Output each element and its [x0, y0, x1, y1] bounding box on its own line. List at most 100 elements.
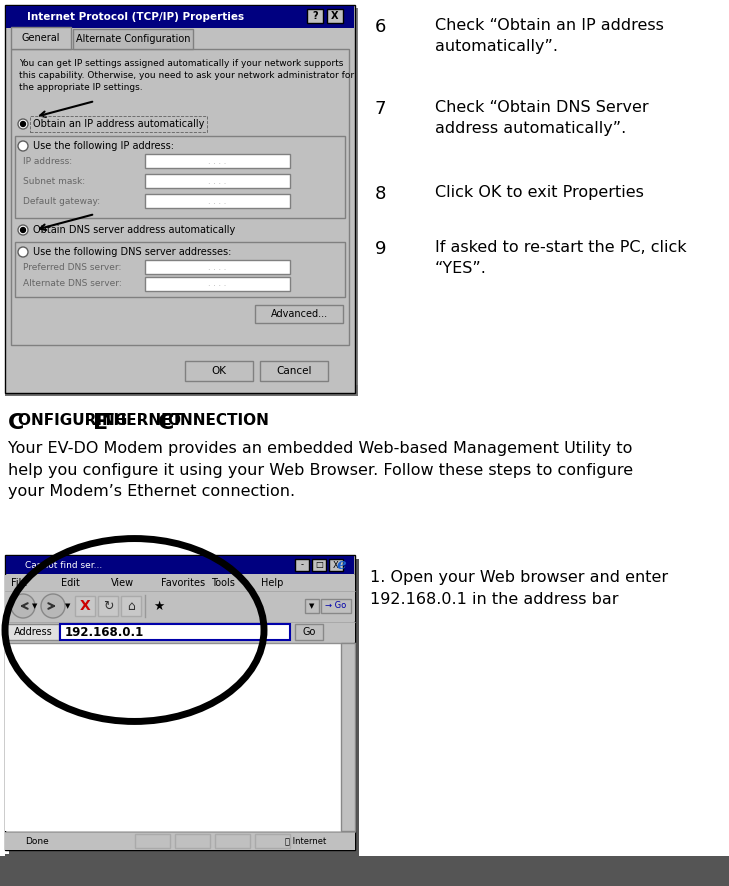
Bar: [321, 599, 351, 613]
Text: ↻: ↻: [103, 600, 113, 612]
Text: ONFIGURING: ONFIGURING: [18, 413, 133, 428]
Bar: [5, 591, 355, 621]
Bar: [5, 832, 355, 850]
Circle shape: [18, 119, 28, 129]
Text: Your EV-DO Modem provides an embedded Web-based Management Utility to
help you c: Your EV-DO Modem provides an embedded We…: [8, 441, 633, 499]
Bar: [15, 242, 345, 297]
Text: View: View: [111, 578, 134, 588]
Bar: [9, 559, 359, 854]
Text: File: File: [11, 578, 28, 588]
Text: Default gateway:: Default gateway:: [23, 197, 100, 206]
Text: . . . .: . . . .: [208, 176, 226, 185]
Bar: [307, 9, 323, 23]
Bar: [149, 596, 209, 616]
Text: ONNECTION: ONNECTION: [168, 413, 269, 428]
Bar: [121, 596, 141, 616]
Bar: [6, 556, 354, 574]
Bar: [5, 385, 358, 396]
Text: Alternate Configuration: Alternate Configuration: [76, 34, 190, 44]
Text: Cannot find ser...: Cannot find ser...: [25, 561, 102, 570]
Bar: [0, 856, 729, 886]
Bar: [215, 834, 250, 848]
Bar: [135, 834, 170, 848]
Text: Edit: Edit: [61, 578, 80, 588]
Bar: [8, 8, 358, 396]
Bar: [145, 154, 290, 168]
Text: Cancel: Cancel: [276, 366, 312, 376]
Text: Advanced...: Advanced...: [270, 309, 327, 319]
Text: C: C: [157, 413, 174, 433]
Bar: [305, 599, 319, 613]
Circle shape: [20, 228, 26, 232]
Text: . . . .: . . . .: [208, 279, 226, 289]
Circle shape: [11, 594, 35, 618]
Bar: [255, 305, 343, 323]
Bar: [255, 834, 290, 848]
Text: . . . .: . . . .: [208, 157, 226, 166]
Circle shape: [18, 141, 28, 151]
Circle shape: [41, 594, 65, 618]
Text: Subnet mask:: Subnet mask:: [23, 176, 85, 185]
Bar: [75, 596, 95, 616]
Bar: [295, 559, 309, 571]
Bar: [5, 555, 355, 850]
Text: 9: 9: [375, 240, 386, 258]
Text: General: General: [22, 33, 61, 43]
Bar: [5, 643, 341, 831]
Bar: [295, 624, 323, 640]
Text: 1. Open your Web browser and enter
192.168.0.1 in the address bar: 1. Open your Web browser and enter 192.1…: [370, 570, 668, 607]
Text: X: X: [331, 11, 339, 21]
Text: ▼: ▼: [309, 603, 315, 609]
Text: ⌂: ⌂: [127, 600, 135, 612]
Bar: [145, 277, 290, 291]
Text: ?: ?: [312, 11, 318, 21]
Circle shape: [18, 247, 28, 257]
Text: Use the following IP address:: Use the following IP address:: [33, 141, 174, 151]
Text: Use the following DNS server addresses:: Use the following DNS server addresses:: [33, 247, 231, 257]
Text: . . . .: . . . .: [208, 197, 226, 206]
Circle shape: [18, 225, 28, 235]
Text: OK: OK: [211, 366, 227, 376]
Text: . . . .: . . . .: [208, 262, 226, 271]
Text: Done: Done: [25, 836, 49, 845]
Bar: [312, 559, 326, 571]
Bar: [11, 27, 71, 49]
Text: ★: ★: [153, 600, 165, 612]
Text: Go: Go: [303, 627, 316, 637]
Text: X: X: [333, 561, 339, 570]
Text: Check “Obtain an IP address
automatically”.: Check “Obtain an IP address automaticall…: [435, 18, 664, 54]
Bar: [145, 194, 290, 208]
Text: C: C: [8, 413, 24, 433]
Text: Click OK to exit Properties: Click OK to exit Properties: [435, 185, 644, 200]
Text: 192.168.0.1: 192.168.0.1: [65, 626, 144, 639]
Bar: [60, 624, 290, 640]
Text: 6: 6: [375, 18, 386, 36]
Bar: [15, 136, 345, 218]
Text: Internet Protocol (TCP/IP) Properties: Internet Protocol (TCP/IP) Properties: [27, 12, 244, 22]
Text: Favorites: Favorites: [161, 578, 205, 588]
Circle shape: [20, 121, 26, 127]
Text: -: -: [300, 561, 303, 570]
Bar: [341, 643, 355, 831]
Bar: [329, 559, 343, 571]
Text: Preferred DNS server:: Preferred DNS server:: [23, 262, 121, 271]
Text: Help: Help: [261, 578, 284, 588]
Bar: [73, 29, 193, 49]
Text: Obtain an IP address automatically: Obtain an IP address automatically: [33, 119, 204, 129]
Text: THERNET: THERNET: [103, 413, 187, 428]
Text: IP address:: IP address:: [23, 157, 72, 166]
Text: Alternate DNS server:: Alternate DNS server:: [23, 279, 122, 289]
Bar: [145, 260, 290, 274]
Bar: [11, 49, 349, 345]
Text: Tools: Tools: [211, 578, 235, 588]
Bar: [5, 622, 355, 642]
Bar: [5, 854, 359, 868]
Text: ▼: ▼: [65, 603, 71, 609]
Bar: [260, 361, 328, 381]
Bar: [175, 834, 210, 848]
Text: X: X: [79, 599, 90, 613]
Bar: [7, 624, 59, 640]
Text: ▼: ▼: [32, 603, 37, 609]
Text: 8: 8: [375, 185, 386, 203]
Bar: [327, 9, 343, 23]
